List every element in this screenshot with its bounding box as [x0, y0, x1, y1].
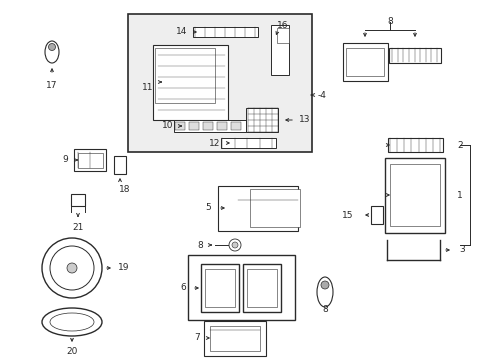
Bar — [342, 43, 386, 81]
Bar — [230, 122, 241, 130]
Ellipse shape — [42, 308, 102, 336]
Bar — [71, 194, 85, 206]
Text: 13: 13 — [299, 116, 310, 125]
Bar — [201, 264, 239, 312]
Text: 15: 15 — [342, 211, 353, 220]
Circle shape — [50, 246, 94, 290]
Circle shape — [231, 242, 238, 248]
Bar — [114, 156, 126, 174]
Bar — [187, 255, 294, 320]
Text: 12: 12 — [209, 139, 220, 148]
Bar — [389, 164, 439, 226]
Text: 8: 8 — [322, 306, 327, 315]
Bar — [346, 48, 383, 76]
Text: 2: 2 — [456, 140, 462, 149]
Ellipse shape — [316, 277, 332, 307]
Text: 18: 18 — [119, 185, 130, 194]
Ellipse shape — [45, 41, 59, 63]
Text: 14: 14 — [176, 27, 187, 36]
Bar — [175, 122, 184, 130]
Bar — [386, 138, 442, 152]
Bar — [217, 122, 226, 130]
Bar — [246, 269, 276, 307]
Bar — [203, 320, 265, 356]
Text: 19: 19 — [118, 264, 129, 273]
Bar — [270, 25, 288, 75]
Text: 21: 21 — [72, 224, 83, 233]
Text: 5: 5 — [204, 203, 210, 212]
Circle shape — [320, 281, 328, 289]
Bar — [192, 27, 257, 37]
Circle shape — [67, 263, 77, 273]
Text: 6: 6 — [180, 284, 185, 292]
Bar — [74, 149, 106, 171]
Bar — [276, 27, 288, 42]
Bar — [128, 14, 311, 152]
Text: 9: 9 — [62, 156, 68, 165]
Text: 11: 11 — [142, 84, 153, 93]
Ellipse shape — [50, 313, 94, 331]
Circle shape — [228, 239, 241, 251]
Circle shape — [42, 238, 102, 298]
Bar — [152, 45, 227, 120]
Text: 20: 20 — [66, 347, 78, 356]
Bar — [189, 122, 199, 130]
Text: -4: -4 — [317, 90, 326, 99]
Bar — [174, 120, 245, 132]
Bar — [209, 325, 260, 351]
Text: 1: 1 — [456, 190, 462, 199]
Bar — [388, 48, 440, 63]
Bar — [155, 48, 215, 103]
Bar — [245, 108, 278, 132]
Bar — [220, 138, 275, 148]
Bar — [203, 122, 213, 130]
Bar — [243, 264, 281, 312]
Text: 3: 3 — [458, 246, 464, 255]
Text: 7: 7 — [194, 333, 200, 342]
Bar — [204, 269, 235, 307]
Text: 10: 10 — [162, 122, 173, 130]
Bar — [218, 185, 297, 230]
Text: 17: 17 — [46, 81, 58, 90]
Bar — [384, 158, 444, 233]
Bar — [249, 189, 299, 227]
Text: 8: 8 — [197, 240, 203, 249]
Bar — [77, 153, 102, 167]
Bar — [370, 206, 382, 224]
Text: 8: 8 — [386, 18, 392, 27]
Circle shape — [48, 44, 55, 50]
Text: 16: 16 — [277, 21, 288, 30]
